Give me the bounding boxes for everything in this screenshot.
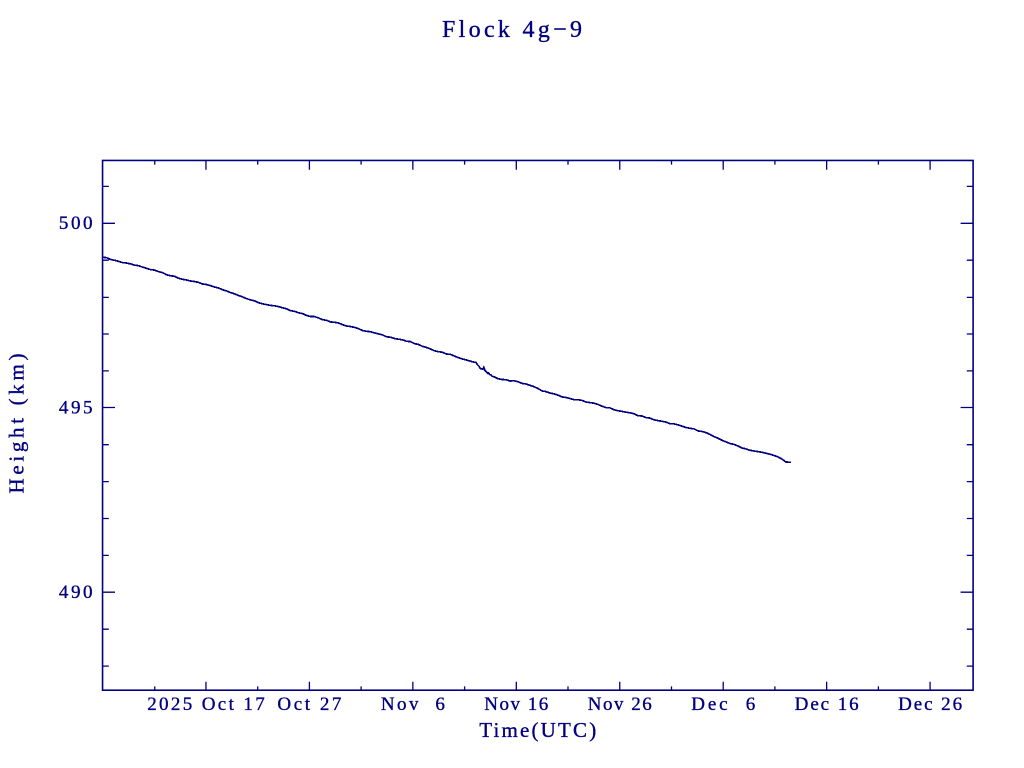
svg-text:Nov 26: Nov 26 — [588, 694, 652, 715]
svg-text:Nov 16: Nov 16 — [484, 694, 548, 715]
svg-text:Oct 27: Oct 27 — [277, 694, 341, 715]
svg-text:Nov 6: Nov 6 — [381, 694, 445, 715]
svg-text:Dec 26: Dec 26 — [898, 694, 962, 715]
svg-text:Time(UTC): Time(UTC) — [479, 718, 596, 742]
svg-text:490: 490 — [59, 582, 93, 603]
svg-text:2025 Oct 17: 2025 Oct 17 — [147, 694, 265, 715]
svg-text:Dec 16: Dec 16 — [795, 694, 859, 715]
svg-text:Dec 6: Dec 6 — [691, 694, 755, 715]
svg-text:500: 500 — [59, 213, 93, 234]
svg-text:Height (km): Height (km) — [5, 354, 29, 494]
svg-text:495: 495 — [59, 398, 93, 419]
